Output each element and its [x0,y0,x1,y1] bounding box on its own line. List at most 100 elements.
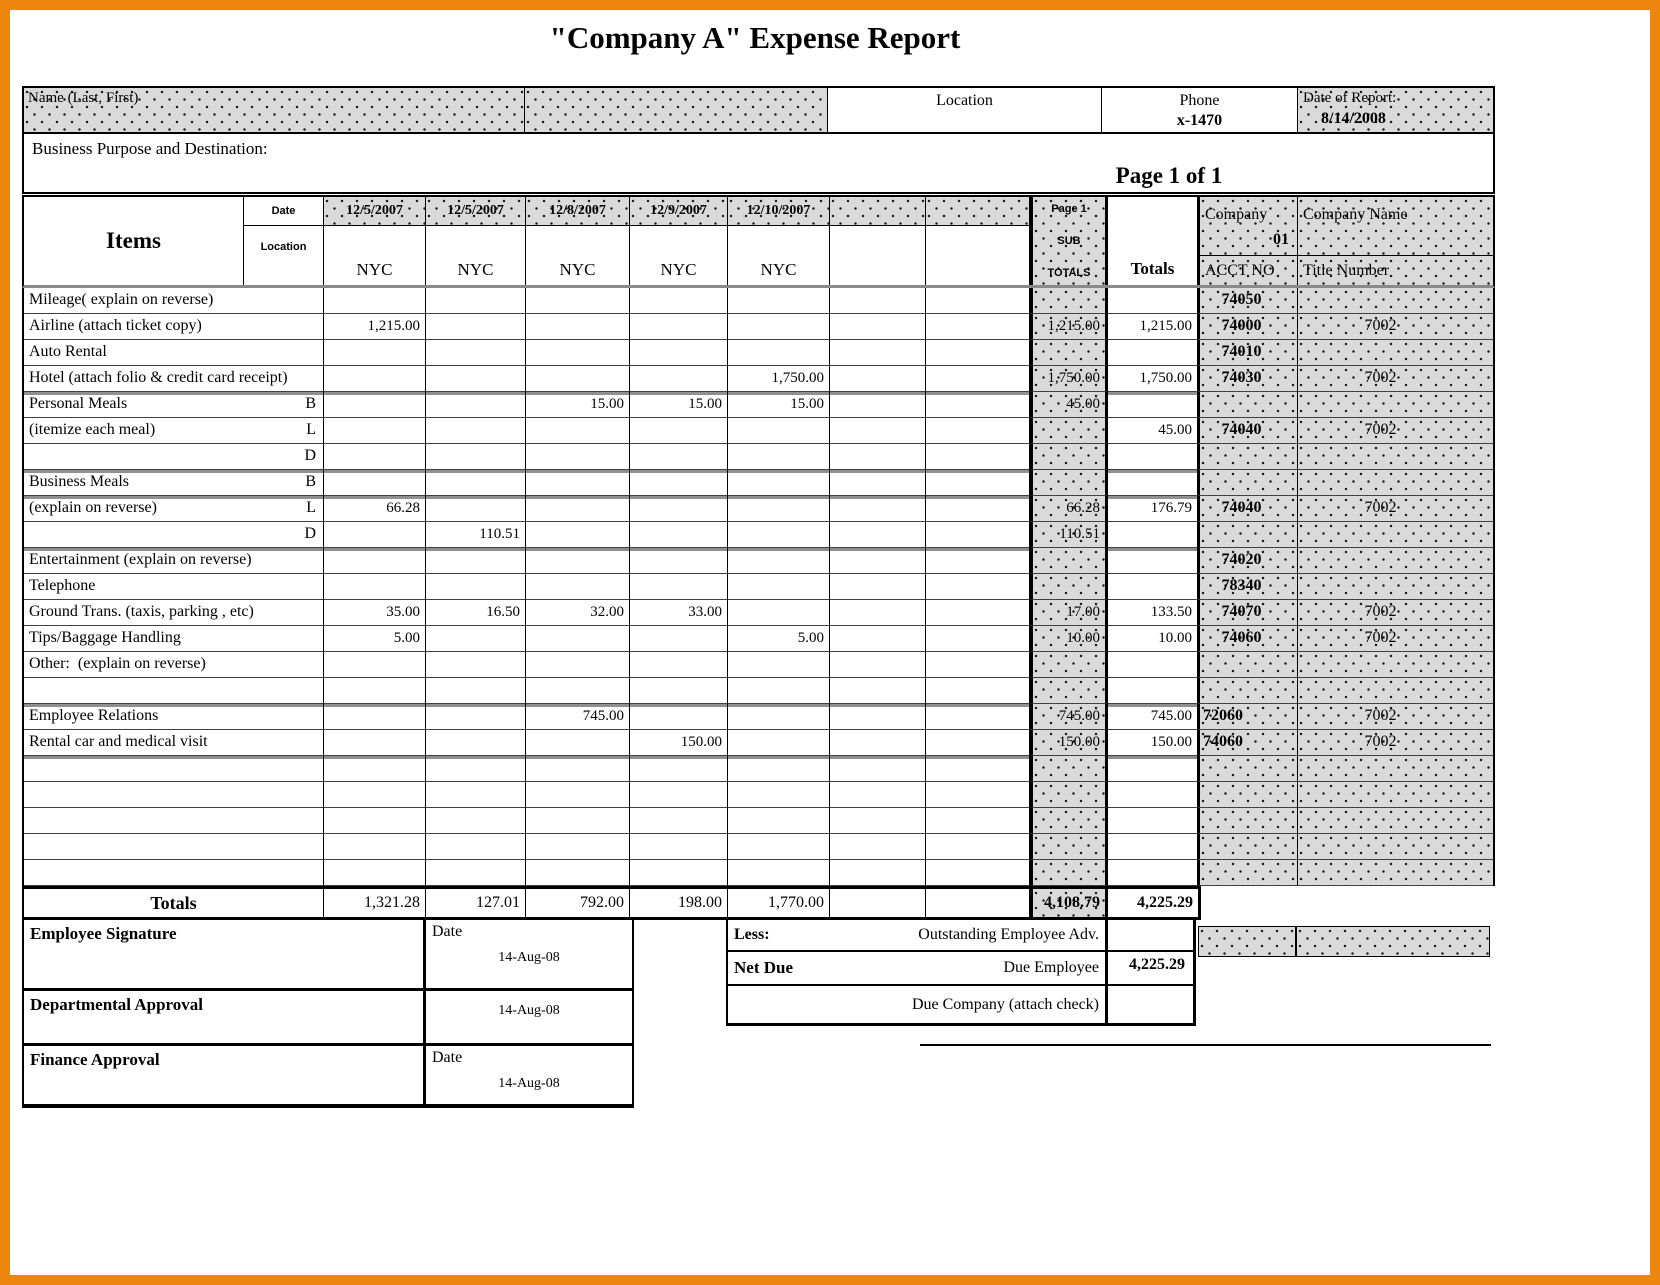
total-cell [1108,470,1198,496]
day-amount-cell [324,834,426,860]
day-amount-cell [630,496,728,522]
day-amount-cell [830,288,926,314]
day-amount-cell [926,574,1030,600]
subtotal-cell [1030,418,1108,444]
day-amount-cell [830,834,926,860]
row-label: Telephone [24,574,324,600]
location-field: Location [828,88,1102,134]
title-number-cell [1298,652,1493,678]
date-label: Date [432,923,463,940]
date-value: 14-Aug-08 [498,1076,560,1091]
subtotal-header-line1: Page 1 [1051,203,1087,215]
day-amount-cell [728,470,830,496]
shaded-cell [1296,926,1490,957]
totals-day-cell [830,889,926,917]
day-amount-cell [830,678,926,704]
subtotal-cell: 17.00 [1030,600,1108,626]
employee-signature-date: Date 14-Aug-08 [426,920,632,988]
totals-column-header: Totals [1108,197,1198,285]
title-number-cell: 7002 [1298,704,1493,730]
day-amount-cell [926,860,1030,886]
page-title: "Company A" Expense Report [549,20,961,55]
row-label [24,756,324,782]
location-label: Location [936,92,993,109]
acct-no-cell [1198,678,1298,704]
expense-row: Employee Relations 745.00 745.00 745.00 7206… [24,704,1493,730]
title-number-cell: 7002 [1298,366,1493,392]
day-amount-cell [526,522,630,548]
day-amount-cell [830,496,926,522]
totals-day-cell: 198.00 [630,889,728,917]
subtotal-cell [1030,288,1108,314]
day-amount-cell [426,444,526,470]
day-amount-cell [728,522,830,548]
total-cell [1108,678,1198,704]
acct-no-cell: 74040 [1198,418,1298,444]
approvals-block: Employee Signature Date 14-Aug-08 Depart… [22,920,634,1108]
expense-row: Entertainment (explain on reverse) 74020 [24,548,1493,574]
day-amount-cell [630,704,728,730]
row-label-text: Personal Meals [29,395,128,412]
row-label: Rental car and medical visit [24,730,324,756]
day-amount-cell [926,314,1030,340]
row-label [24,808,324,834]
row-label-text: Business Meals [29,473,129,490]
acct-no-cell: 74000 [1198,314,1298,340]
day-amount-cell [630,756,728,782]
day-amount-cell [426,366,526,392]
day-amount-cell [728,756,830,782]
day-amount-cell [728,288,830,314]
company-value: 01 [1273,231,1289,248]
acct-no-cell [1198,444,1298,470]
row-label: Mileage( explain on reverse) [24,288,324,314]
acct-no-cell: 74060 [1198,730,1298,756]
total-cell [1108,522,1198,548]
day-amount-cell [728,808,830,834]
title-number-cell [1298,548,1493,574]
day-amount-cell [830,366,926,392]
day-amount-cell [830,392,926,418]
day-amount-cell [830,860,926,886]
row-label-text: (itemize each meal) [29,421,156,438]
row-label: Business Meals B [24,470,324,496]
row-label: Other: (explain on reverse) [24,652,324,678]
day-amount-cell [830,730,926,756]
row-label: Ground Trans. (taxis, parking , etc) [24,600,324,626]
day-amount-cell [426,730,526,756]
day-amount-cell [324,574,426,600]
subtotal-cell: 1,215.00 [1030,314,1108,340]
subtotal-cell [1030,444,1108,470]
phone-value: x-1470 [1176,112,1223,129]
expense-row: Other: (explain on reverse) [24,652,1493,678]
due-employee-value: 4,225.29 [1105,952,1193,986]
day-amount-cell [830,574,926,600]
day-amount-cell: 15.00 [630,392,728,418]
phone-field: Phone x-1470 [1102,88,1298,134]
day-amount-cell [526,782,630,808]
day-amount-cell [926,470,1030,496]
subtotal-header-line3: TOTALS [1047,267,1091,279]
day-amount-cell [324,288,426,314]
row-label: Hotel (attach folio & credit card receip… [24,366,324,392]
departmental-approval-date: 14-Aug-08 [426,991,632,1043]
day-amount-cell [426,626,526,652]
subtotal-cell: 745.00 [1030,704,1108,730]
totals-day-cell [926,889,1030,917]
row-label: D [24,522,324,548]
day-amount-cell [526,652,630,678]
day-amount-cell [630,340,728,366]
day-amount-cell [426,782,526,808]
day-amount-cell [526,366,630,392]
day-amount-cell [830,418,926,444]
day-amount-cell: 35.00 [324,600,426,626]
date-label: Date [432,1049,463,1066]
total-cell [1108,860,1198,886]
due-company-row: Due Company (attach check) [728,986,1105,1023]
day-amount-cell [324,366,426,392]
day-amount-cell [324,548,426,574]
acct-no-cell [1198,808,1298,834]
expense-table-header: Items Date Location 12/5/2007 12/5/2007 … [22,195,1495,288]
expense-row: Tips/Baggage Handling 5.00 5.00 10.00 10.00 7… [24,626,1493,652]
acct-no-cell [1198,782,1298,808]
day-amount-cell [630,626,728,652]
